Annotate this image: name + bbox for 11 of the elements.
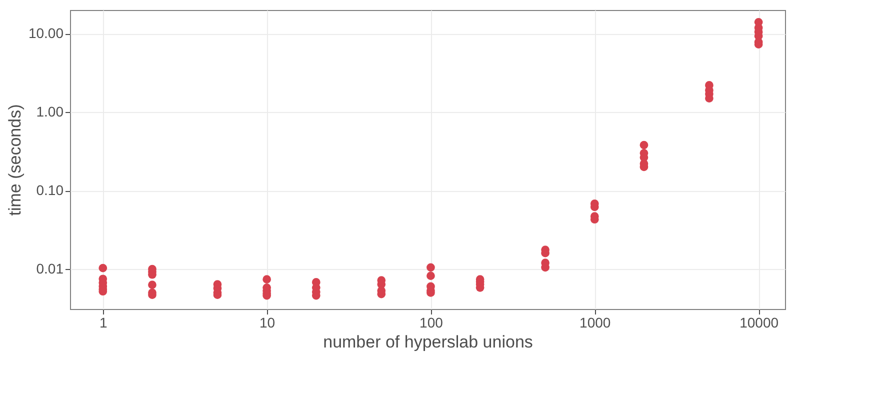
- x-tick-label: 1: [99, 314, 108, 330]
- y-tick-label: 0.10: [36, 182, 64, 198]
- y-tick-label: 1.00: [36, 104, 64, 120]
- y-tick-label: 10.00: [28, 25, 64, 42]
- x-tick-label: 10000: [740, 314, 779, 330]
- x-tick-label: 100: [420, 314, 444, 330]
- x-tick-label: 1000: [580, 314, 611, 330]
- x-axis-title: number of hyperslab unions: [323, 332, 533, 352]
- x-tick-label: 10: [260, 314, 276, 330]
- y-tick-label: 0.01: [36, 260, 64, 277]
- y-axis-title: time (seconds): [5, 104, 24, 216]
